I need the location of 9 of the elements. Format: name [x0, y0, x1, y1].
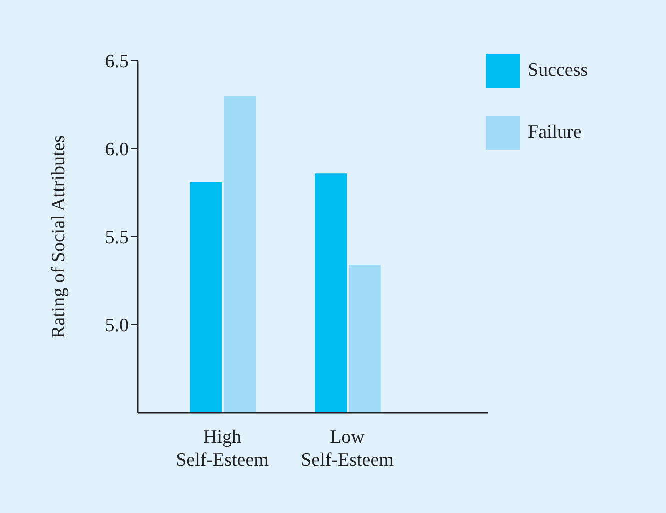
y-tick-label: 6.0: [105, 140, 129, 161]
x-tick-label: Low Self-Esteem: [301, 427, 394, 471]
y-tick-label: 5.5: [105, 228, 129, 249]
y-axis-title: Rating of Social Attributes: [48, 135, 70, 339]
legend-label: Failure: [528, 122, 582, 144]
x-tick-label: High Self-Esteem: [176, 427, 270, 471]
y-tick-label: 5.0: [105, 316, 129, 337]
legend-label: Success: [528, 60, 588, 82]
y-tick-label: 6.5: [105, 52, 129, 73]
